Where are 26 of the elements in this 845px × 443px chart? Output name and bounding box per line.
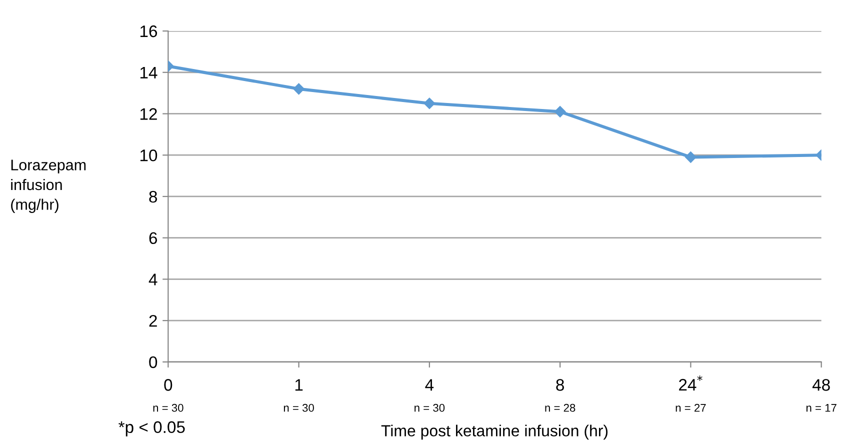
y-tick-label: 14 bbox=[140, 66, 158, 78]
y-tick-label: 6 bbox=[149, 232, 158, 244]
x-tick-label: 8 bbox=[556, 379, 564, 391]
y-tick-label: 10 bbox=[140, 150, 158, 162]
y-tick-label: 16 bbox=[140, 25, 158, 38]
text: n = 17 bbox=[806, 404, 836, 412]
y-tick-label: 0 bbox=[149, 356, 158, 368]
text: *p < 0.05 bbox=[118, 421, 185, 436]
x-tick-label: 1 bbox=[295, 379, 303, 391]
y-tick-label: 2 bbox=[149, 314, 157, 327]
y-tick-label: 4 bbox=[148, 274, 158, 286]
text: n = 30 bbox=[153, 404, 184, 412]
text: n = 27 bbox=[676, 404, 706, 412]
x-axis-title: Time post ketamine infusion (hr) bbox=[381, 424, 608, 440]
point bbox=[554, 106, 566, 118]
y-tick-label: 8 bbox=[149, 190, 158, 203]
point bbox=[424, 98, 436, 110]
text: n = 30 bbox=[284, 404, 314, 412]
x-tick-label: 4 bbox=[425, 379, 434, 391]
x-tick-label: 0 bbox=[164, 379, 172, 391]
y-tick-label: 12 bbox=[140, 108, 157, 120]
text: n = 30 bbox=[414, 404, 445, 412]
x-tick-label: 24$^{*}$ bbox=[679, 376, 702, 391]
text: n = 28 bbox=[545, 404, 576, 412]
y-axis-title: Lorazepam infusion (mg/hr) bbox=[11, 160, 86, 213]
x-tick-label: 48 bbox=[812, 379, 830, 391]
